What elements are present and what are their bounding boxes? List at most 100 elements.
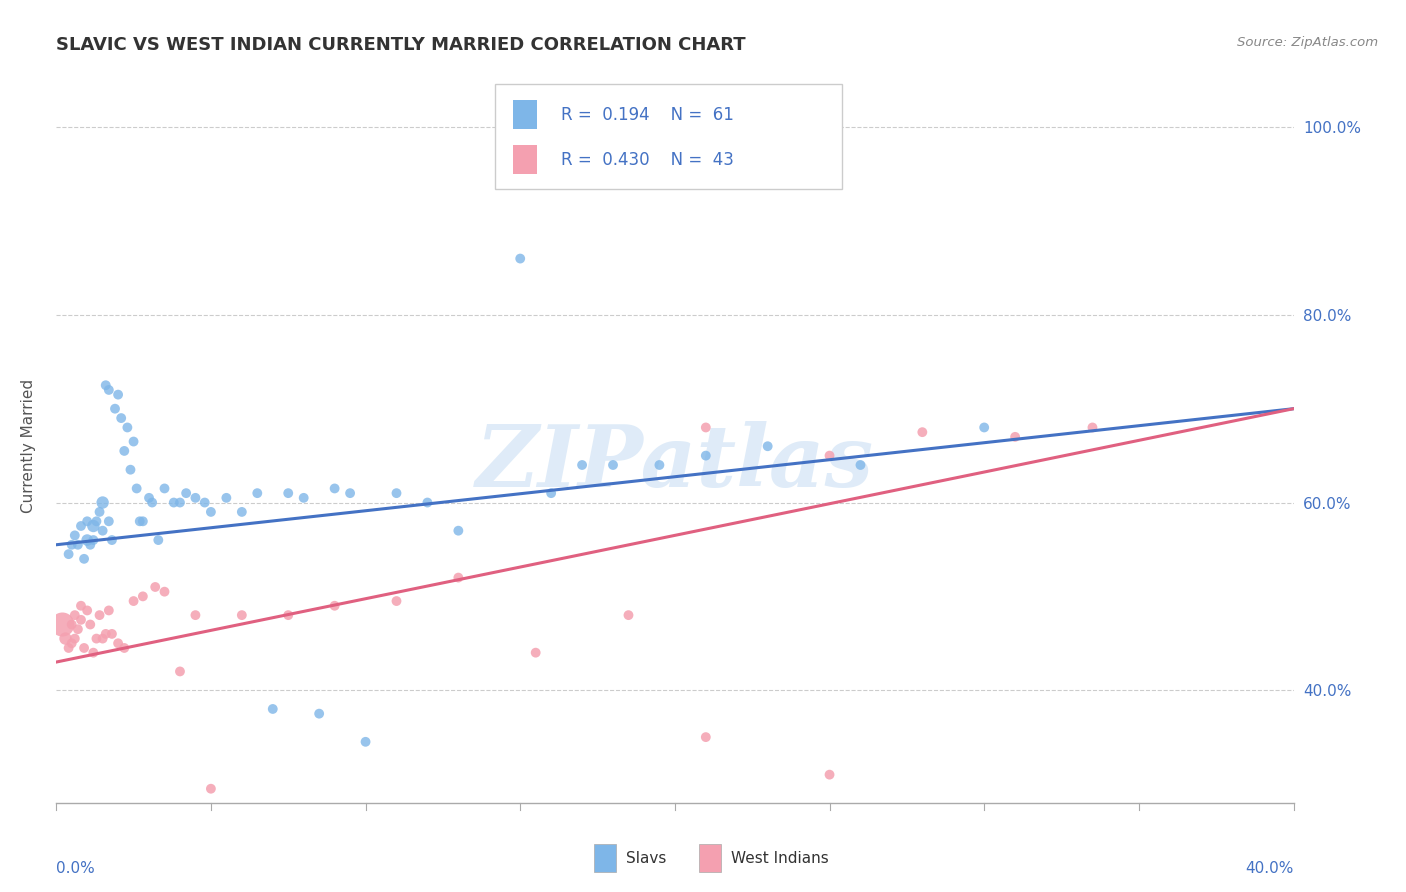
Point [89, 505, 111, 519]
Point [174, 486, 197, 500]
Point [1081, 420, 1104, 434]
Point [447, 571, 470, 585]
Point [292, 491, 315, 505]
Point [101, 627, 124, 641]
Point [509, 252, 531, 266]
Point [79, 617, 101, 632]
Point [51, 617, 73, 632]
Point [101, 533, 124, 547]
Point [354, 735, 377, 749]
Point [1004, 430, 1026, 444]
Point [602, 458, 624, 472]
Text: SLAVIC VS WEST INDIAN CURRENTLY MARRIED CORRELATION CHART: SLAVIC VS WEST INDIAN CURRENTLY MARRIED … [56, 36, 745, 54]
Point [385, 486, 408, 500]
Point [756, 439, 779, 453]
Point [849, 458, 872, 472]
Point [58, 547, 80, 561]
Point [141, 495, 163, 509]
Point [79, 538, 101, 552]
Point [94, 627, 117, 641]
Point [571, 458, 593, 472]
Point [63, 632, 86, 646]
Point [184, 608, 207, 623]
Point [200, 781, 222, 796]
Point [143, 580, 166, 594]
Point [122, 594, 145, 608]
Point [648, 458, 671, 472]
Point [107, 636, 129, 650]
Point [163, 495, 186, 509]
Point [104, 401, 127, 416]
Point [973, 420, 995, 434]
Point [138, 491, 160, 505]
Point [277, 608, 299, 623]
Point [82, 519, 104, 533]
Point [97, 603, 120, 617]
Point [323, 599, 346, 613]
Point [132, 514, 155, 528]
Point [58, 640, 80, 655]
Point [540, 486, 562, 500]
Point [695, 420, 717, 434]
Point [231, 608, 253, 623]
Point [55, 632, 77, 646]
Point [120, 463, 142, 477]
Point [262, 702, 284, 716]
Text: R =  0.194    N =  61: R = 0.194 N = 61 [561, 106, 734, 124]
Text: Source: ZipAtlas.com: Source: ZipAtlas.com [1237, 36, 1378, 49]
Point [60, 617, 83, 632]
Point [73, 551, 96, 566]
Point [323, 482, 346, 496]
Point [818, 449, 841, 463]
Point [112, 640, 135, 655]
Point [416, 495, 439, 509]
Point [91, 495, 114, 509]
Point [132, 590, 155, 604]
Point [76, 533, 98, 547]
Point [76, 514, 98, 528]
Point [112, 444, 135, 458]
Text: 0.0%: 0.0% [56, 861, 96, 876]
Point [94, 378, 117, 392]
Point [194, 495, 217, 509]
Point [70, 519, 93, 533]
Point [82, 646, 104, 660]
Point [66, 538, 89, 552]
Text: R =  0.430    N =  43: R = 0.430 N = 43 [561, 151, 734, 169]
Point [911, 425, 934, 439]
Point [277, 486, 299, 500]
Point [153, 482, 176, 496]
Point [695, 730, 717, 744]
Text: Slavs: Slavs [626, 851, 666, 865]
Point [82, 533, 104, 547]
Point [117, 420, 139, 434]
Point [215, 491, 238, 505]
Point [91, 524, 114, 538]
Text: 40.0%: 40.0% [1246, 861, 1294, 876]
Point [184, 491, 207, 505]
Point [385, 594, 408, 608]
Point [63, 528, 86, 542]
Point [70, 613, 93, 627]
Point [339, 486, 361, 500]
Point [110, 411, 132, 425]
Point [200, 505, 222, 519]
Point [60, 636, 83, 650]
Point [818, 767, 841, 781]
Point [169, 665, 191, 679]
Point [97, 383, 120, 397]
Point [148, 533, 170, 547]
Point [91, 632, 114, 646]
Point [63, 608, 86, 623]
Point [73, 640, 96, 655]
Point [695, 449, 717, 463]
Point [107, 387, 129, 401]
Text: West Indians: West Indians [731, 851, 830, 865]
Point [231, 505, 253, 519]
Point [97, 514, 120, 528]
Point [128, 514, 150, 528]
Point [617, 608, 640, 623]
Text: ZIPatlas: ZIPatlas [475, 421, 875, 505]
Point [76, 603, 98, 617]
Point [447, 524, 470, 538]
